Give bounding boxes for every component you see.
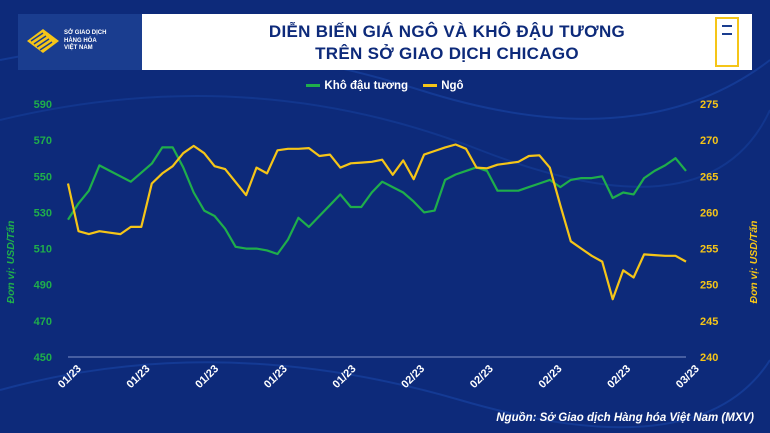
series-line-corn (66, 143, 687, 301)
legend-label-soybean: Khô đậu tương (324, 80, 408, 92)
left-tick-label: 470 (34, 316, 52, 328)
corner-decoration-icon (715, 17, 739, 67)
logo-line-2: HÀNG HÓA (64, 37, 97, 44)
chart-title-line-2: TRÊN SỞ GIAO DỊCH CHICAGO (315, 44, 579, 63)
right-tick-label: 275 (700, 99, 718, 111)
right-tick-label: 250 (700, 280, 718, 292)
left-tick-label: 490 (34, 280, 52, 292)
left-tick-label: 550 (34, 171, 52, 183)
right-tick-label: 245 (700, 316, 718, 328)
x-tick-label: 02/23 (468, 363, 496, 391)
right-tick-label: 260 (700, 207, 718, 219)
legend-label-corn: Ngô (441, 80, 464, 92)
x-tick-label: 02/23 (399, 363, 427, 391)
left-tick-label: 590 (34, 99, 52, 111)
logo-line-1: SỞ GIAO DỊCH (64, 30, 107, 36)
chart-legend: Khô đậu tương Ngô (0, 80, 770, 92)
left-tick-label: 570 (34, 135, 52, 147)
logo-diamond-icon (27, 29, 59, 53)
left-tick-label: 450 (34, 352, 52, 364)
left-tick-label: 530 (34, 207, 52, 219)
x-tick-label: 02/23 (605, 363, 633, 391)
right-tick-label: 255 (700, 244, 718, 256)
logo-line-3: VIỆT NAM (64, 45, 93, 51)
x-tick-label: 02/23 (537, 363, 565, 391)
logo-text: SỞ GIAO DỊCH HÀNG HÓA VIỆT NAM (64, 30, 134, 53)
x-tick-label: 01/23 (193, 363, 221, 391)
right-tick-label: 270 (700, 135, 718, 147)
header-banner: SỞ GIAO DỊCH HÀNG HÓA VIỆT NAM DIỄN BIẾN… (18, 14, 752, 70)
logo: SỞ GIAO DỊCH HÀNG HÓA VIỆT NAM (18, 14, 142, 70)
x-tick-label: 01/23 (125, 363, 153, 391)
x-tick-label: 01/23 (262, 363, 290, 391)
legend-item-soybean: Khô đậu tương (306, 80, 408, 92)
right-tick-label: 240 (700, 352, 718, 364)
chart-title-line-1: DIỄN BIẾN GIÁ NGÔ VÀ KHÔ ĐẬU TƯƠNG (268, 22, 626, 41)
legend-item-corn: Ngô (423, 80, 464, 92)
source-note: Nguồn: Sở Giao dịch Hàng hóa Việt Nam (M… (496, 412, 754, 424)
x-tick-label: 03/23 (674, 363, 702, 391)
right-axis-label: Đơn vị: USD/Tấn (748, 221, 760, 304)
right-tick-label: 265 (700, 171, 718, 183)
x-tick-label: 01/23 (56, 363, 84, 391)
series-line-soybean-meal (67, 146, 687, 256)
x-tick-label: 01/23 (331, 363, 359, 391)
left-axis-label: Đơn vị: USD/Tấn (5, 221, 17, 304)
left-tick-label: 510 (34, 244, 52, 256)
